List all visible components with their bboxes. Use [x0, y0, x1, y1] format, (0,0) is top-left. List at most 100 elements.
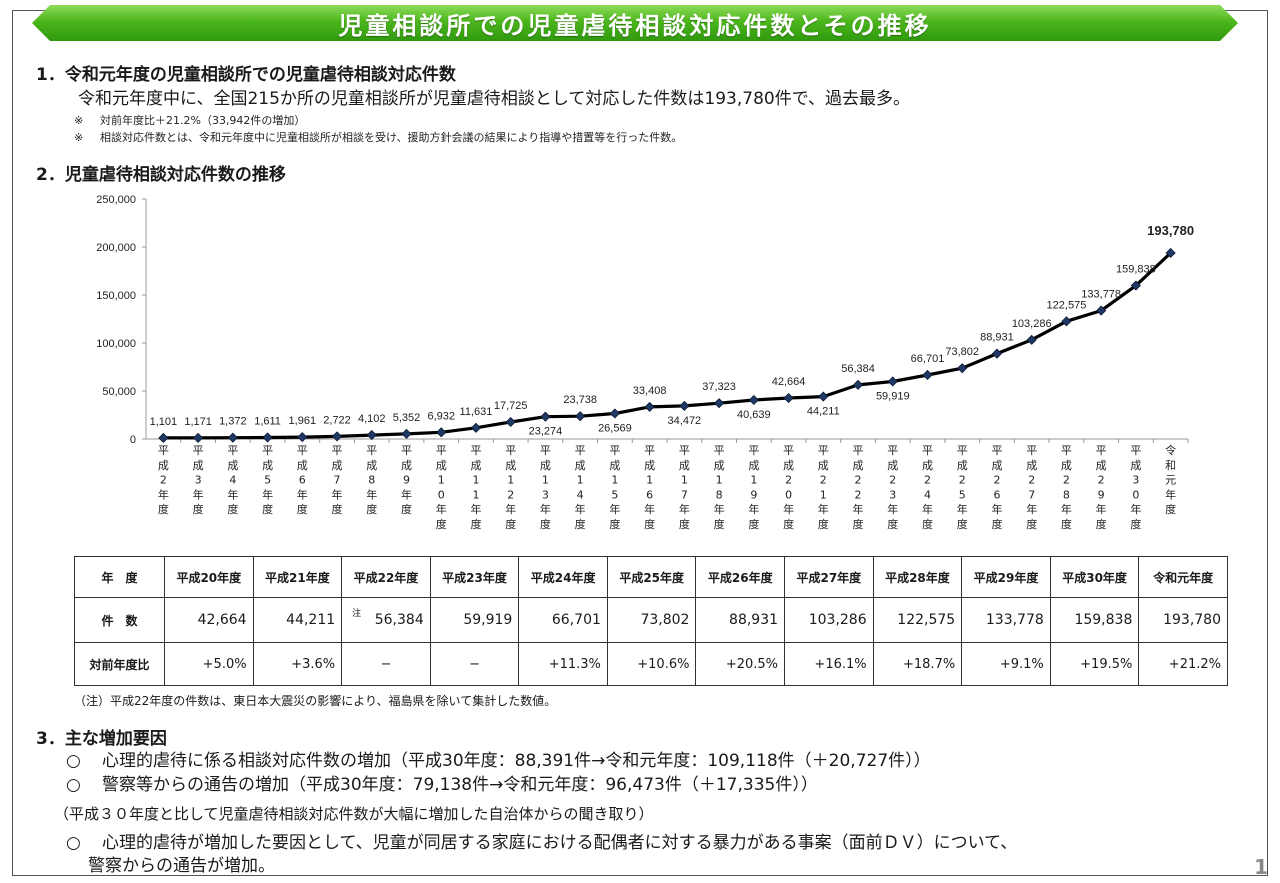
x-tick-label: 平成 1 5 年度 — [609, 444, 620, 531]
data-point-marker — [193, 432, 204, 443]
data-point-marker — [922, 369, 933, 381]
x-tick-label: 平成 1 6 年度 — [644, 444, 655, 531]
bullet-text: 心理的虐待が増加した要因として、児童が同居する家庭における配偶者に対する暴力があ… — [102, 833, 1018, 853]
table-count-cell: 122,575 — [872, 597, 963, 643]
section2-heading: 2．児童虐待相談対応件数の推移 — [36, 165, 286, 185]
table-ratio-cell: +19.5% — [1049, 642, 1140, 686]
table-ratio-cell: +21.2% — [1138, 642, 1228, 686]
data-label: 44,211 — [807, 406, 840, 418]
table-year-cell: 平成23年度 — [429, 556, 520, 598]
x-tick-label: 平成 1 3 年度 — [540, 444, 551, 531]
data-point-marker — [436, 427, 447, 438]
data-label: 11,631 — [460, 406, 493, 418]
x-tick-label: 平成 2 年度 — [158, 444, 169, 516]
table-count-cell: 193,780 — [1138, 597, 1228, 643]
table-year-cell: 平成25年度 — [606, 556, 697, 598]
x-tick-label: 平成 2 5 年度 — [957, 444, 968, 531]
x-tick-label: 平成 7 年度 — [332, 444, 343, 516]
x-tick-label: 平成 1 0 年度 — [436, 444, 447, 531]
table-note-mark: 注 — [352, 609, 362, 619]
data-point-marker — [679, 400, 690, 411]
y-tick-label: 0 — [130, 434, 136, 446]
x-tick-label: 平成 2 3 年度 — [887, 444, 898, 531]
bullet-circle: ○ — [66, 751, 81, 771]
table-count-label: 件 数 — [74, 597, 165, 643]
data-label: 34,472 — [668, 415, 702, 427]
table-count-cell: 59,919 — [429, 597, 520, 643]
table-count-cell: 133,778 — [961, 597, 1051, 643]
table-row-years: 年 度 平成20年度 平成21年度 平成22年度 平成23年度 平成24年度 平成25年度… — [74, 556, 1228, 598]
data-label: 88,931 — [980, 332, 1014, 344]
x-tick-label: 平成 2 2 年度 — [853, 444, 864, 531]
table-count-cell: 42,664 — [164, 597, 254, 643]
data-table: 年 度 平成20年度 平成21年度 平成22年度 平成23年度 平成24年度 平成25年度… — [74, 556, 1228, 686]
data-point-marker — [852, 379, 864, 390]
page-title: 児童相談所での児童虐待相談対応件数とその推移 — [338, 11, 932, 40]
data-point-marker — [505, 416, 516, 428]
data-point-marker — [366, 429, 377, 441]
x-tick-label: 平成 2 0 年度 — [783, 444, 794, 531]
data-label: 66,701 — [911, 353, 945, 365]
section1-text: 令和元年度中に、全国215か所の児童相談所が児童虐待相談として対応した件数は19… — [78, 89, 911, 109]
x-tick-label: 平成 3 0 年度 — [1130, 444, 1141, 531]
data-point-marker — [331, 431, 343, 442]
data-point-marker — [540, 411, 551, 422]
note-mark: ※ — [74, 131, 84, 144]
table-count-cell: 73,802 — [606, 597, 697, 643]
data-point-marker — [887, 376, 898, 387]
table-ratio-cell: +3.6% — [252, 642, 343, 686]
x-tick-label: 平成 1 2 年度 — [505, 444, 516, 531]
data-label: 122,575 — [1047, 299, 1087, 311]
data-point-marker — [609, 408, 620, 419]
data-label: 4,102 — [358, 413, 386, 425]
data-point-marker — [991, 348, 1003, 359]
table-count-cell: 88,931 — [695, 597, 786, 643]
x-tick-label: 平成 1 8 年度 — [714, 444, 725, 531]
page-number: 1 — [1254, 855, 1268, 879]
section3-heading: 3．主な増加要因 — [36, 729, 167, 749]
note-text: 相談対応件数とは、令和元年度中に児童相談所が相談を受け、援助方針会議の結果により… — [100, 131, 683, 144]
data-label: 33,408 — [633, 385, 667, 397]
data-label: 26,569 — [598, 422, 632, 434]
table-ratio-cell: +10.6% — [606, 642, 697, 686]
table-year-cell: 平成27年度 — [784, 556, 874, 598]
x-tick-label: 平成 1 7 年度 — [679, 444, 690, 531]
table-ratio-label: 対前年度比 — [74, 642, 165, 686]
table-ratio-cell: +5.0% — [164, 642, 254, 686]
data-point-marker — [470, 422, 482, 433]
data-label: 56,384 — [841, 363, 875, 375]
data-label: 1,171 — [184, 416, 212, 428]
x-tick-label: 平成 6 年度 — [297, 444, 308, 516]
bullet-text: 心理的虐待に係る相談対応件数の増加（平成30年度：88,391件→令和元年度：1… — [102, 751, 931, 771]
data-point-marker — [644, 401, 655, 412]
table-count-cell: 159,838 — [1049, 597, 1140, 643]
y-tick-label: 250,000 — [96, 194, 136, 206]
table-count-cell: 注 56,384 — [341, 597, 431, 643]
data-label: 1,101 — [150, 416, 178, 428]
table-year-cell: 平成24年度 — [518, 556, 608, 598]
table-row-counts: 件 数 42,664 44,211 注 56,384 59,919 66,701 73,80… — [74, 597, 1228, 643]
x-tick-label: 平成 4 年度 — [227, 444, 238, 516]
x-tick-label: 令和元年度 — [1165, 443, 1176, 516]
x-tick-label: 平成 2 1 年度 — [818, 444, 829, 531]
data-label: 1,372 — [219, 416, 247, 428]
table-ratio-cell: +11.3% — [518, 642, 608, 686]
data-point-marker — [158, 432, 169, 444]
data-label: 103,286 — [1012, 318, 1052, 330]
table-year-cell: 平成30年度 — [1049, 556, 1140, 598]
table-ratio-cell: +9.1% — [961, 642, 1051, 686]
data-label: 2,722 — [323, 414, 351, 426]
table-ratio-cell: +16.1% — [784, 642, 874, 686]
bullet-text: 警察等からの通告の増加（平成30年度：79,138件→令和元年度：96,473件… — [102, 775, 818, 795]
data-label: 23,274 — [529, 426, 563, 438]
table-count-cell: 44,211 — [252, 597, 343, 643]
data-label: 193,780 — [1147, 223, 1194, 238]
data-point-marker — [818, 391, 829, 402]
x-tick-label: 平成 9 年度 — [401, 444, 412, 516]
factor-bullet-1: ○ 心理的虐待に係る相談対応件数の増加（平成30年度：88,391件→令和元年度：… — [66, 746, 931, 771]
trend-line-chart: 0 50,000 100,000 150,000 200,000 250,000 平成 2 年度… — [96, 194, 1194, 531]
x-tick-label: 平成 2 4 年度 — [922, 444, 933, 531]
data-point-marker — [1061, 316, 1072, 327]
bullet-circle: ○ — [66, 833, 81, 853]
data-label: 5,352 — [393, 412, 421, 424]
